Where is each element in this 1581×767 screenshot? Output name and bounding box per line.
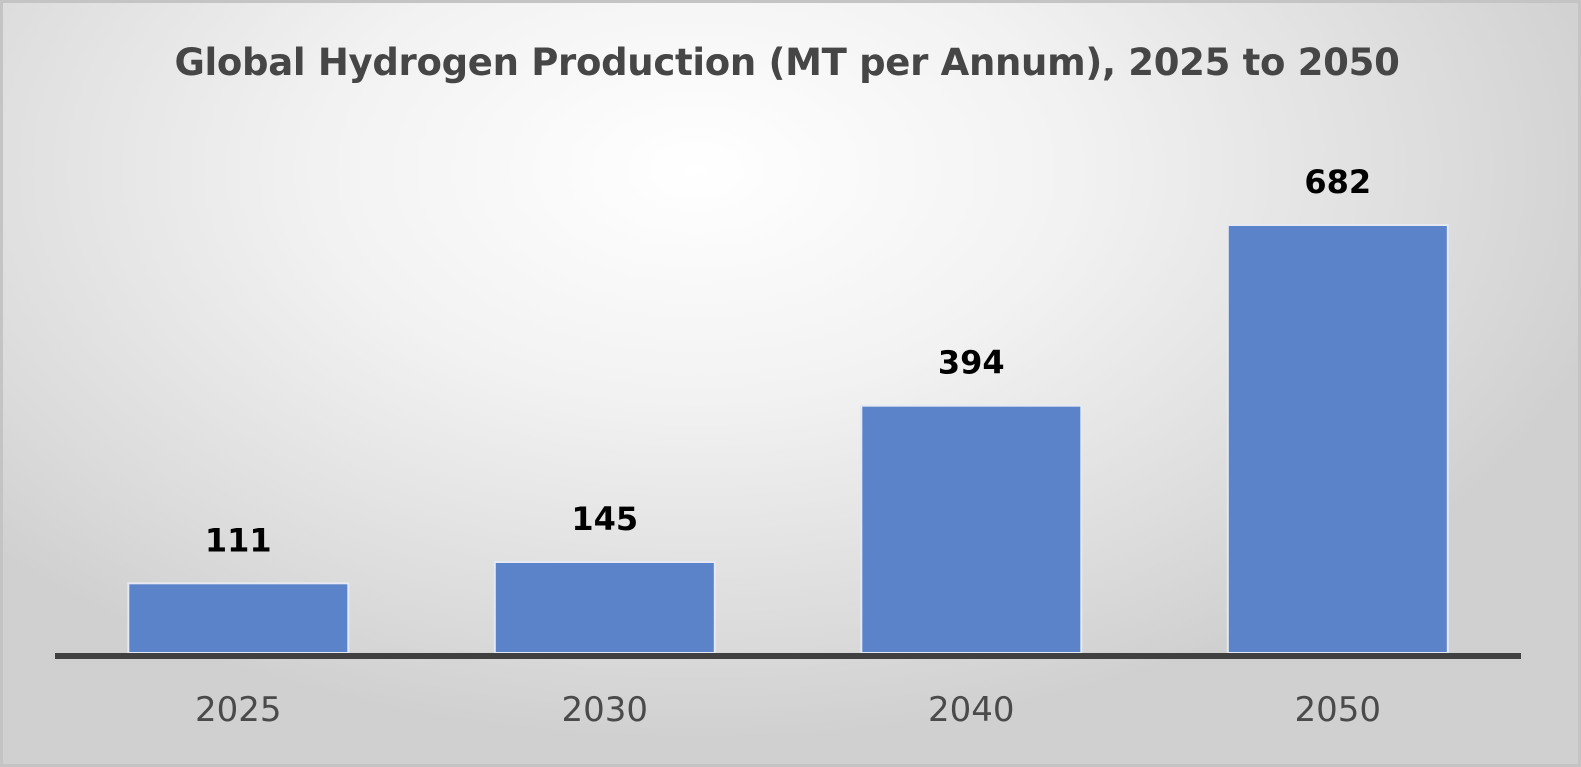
x-tick-label-2025: 2025 (195, 690, 282, 730)
bar-2050 (1226, 224, 1449, 654)
x-tick-label-2050: 2050 (1295, 690, 1382, 730)
bar-chart: 111 2025 145 2030 394 2040 682 2050 (55, 163, 1521, 730)
data-label-2040: 394 (938, 344, 1005, 382)
bar-2040 (860, 404, 1083, 655)
labels-group: 111 2025 145 2030 394 2040 682 2050 (195, 163, 1381, 730)
x-tick-label-2030: 2030 (562, 690, 649, 730)
bars-group (127, 224, 1449, 655)
data-label-2030: 145 (571, 500, 638, 538)
data-label-2025: 111 (205, 521, 272, 559)
data-label-2050: 682 (1304, 163, 1371, 201)
bar-2025 (127, 582, 350, 654)
x-tick-label-2040: 2040 (928, 690, 1015, 730)
chart-title: Global Hydrogen Production (MT per Annum… (174, 41, 1400, 84)
bar-2030 (493, 561, 716, 654)
